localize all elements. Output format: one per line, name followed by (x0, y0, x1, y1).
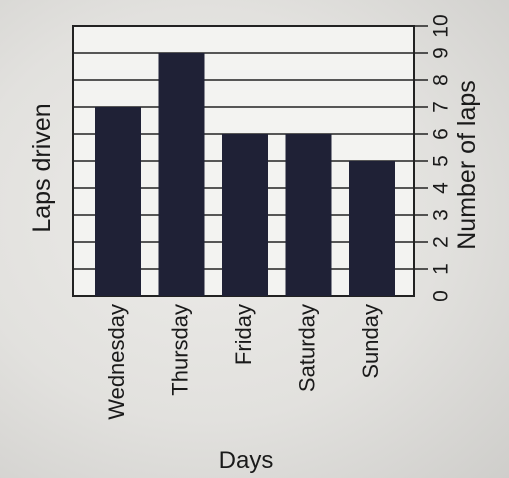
x-tick-labels: Wednesday Thursday Friday Saturday Sunday (104, 304, 383, 420)
y-tick-label: 7 (429, 101, 452, 113)
y-tick-label: 10 (429, 14, 452, 37)
y-tick-label: 0 (429, 290, 452, 302)
y-axis-label: Number of laps (453, 80, 481, 250)
y-tick-label: 1 (429, 263, 452, 275)
x-tick-label: Sunday (358, 304, 383, 379)
x-tick-label: Wednesday (104, 304, 129, 420)
bar (222, 134, 268, 296)
y-tick-label: 3 (429, 209, 452, 221)
bar (95, 107, 141, 296)
y-tick-labels: 0 1 2 3 4 5 6 7 8 9 10 (429, 14, 452, 302)
y-tick-label: 4 (429, 182, 452, 194)
y-tick-label: 8 (429, 74, 452, 86)
y-tick-label: 6 (429, 128, 452, 140)
y-tick-label: 5 (429, 155, 452, 167)
x-axis-label: Days (219, 447, 274, 474)
y-tick-label: 2 (429, 236, 452, 248)
chart-title: Laps driven (28, 103, 56, 232)
y-tick-label: 9 (429, 47, 452, 59)
x-tick-label: Friday (231, 304, 256, 365)
x-tick-label: Saturday (295, 304, 320, 392)
x-tick-label: Thursday (168, 304, 193, 396)
bar (159, 53, 205, 296)
bar (286, 134, 332, 296)
bar (349, 161, 395, 296)
